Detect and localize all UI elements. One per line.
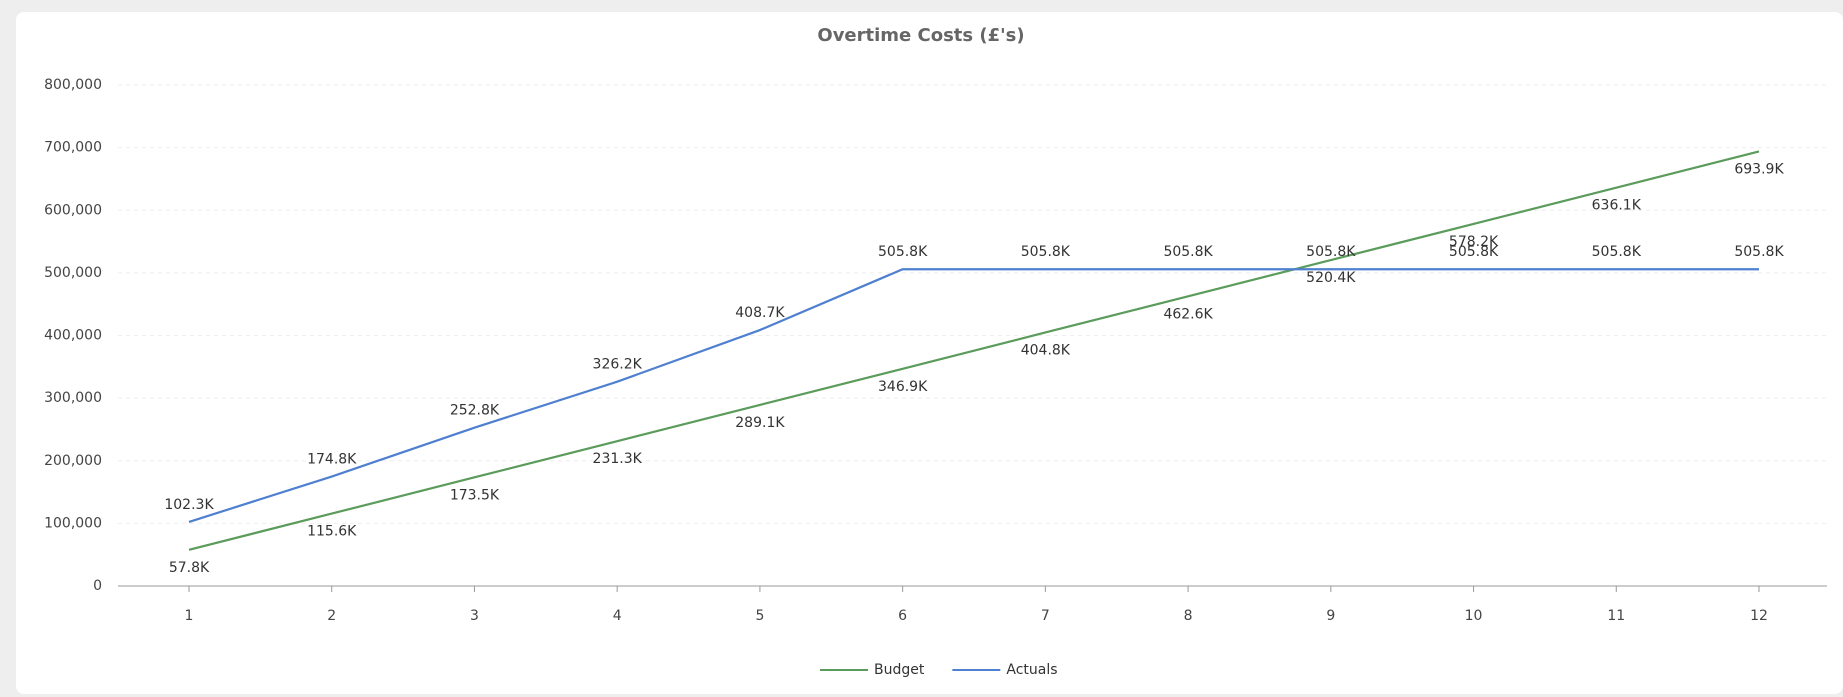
x-tick-label: 1: [185, 608, 194, 624]
data-label: 174.8K: [307, 452, 357, 468]
data-label: 231.3K: [593, 451, 643, 467]
y-tick-label: 200,000: [44, 453, 102, 469]
y-tick-label: 800,000: [44, 77, 102, 93]
y-tick-label: 100,000: [44, 515, 102, 531]
x-tick-label: 3: [470, 608, 479, 624]
series-line: [188, 268, 1759, 523]
legend-label: Actuals: [1006, 662, 1057, 678]
data-label: 173.5K: [450, 487, 500, 503]
x-tick-label: 9: [1326, 608, 1335, 624]
data-label: 505.8K: [1734, 244, 1784, 260]
chart-card: [16, 12, 1843, 694]
x-tick-label: 2: [327, 608, 336, 624]
x-tick-label: 6: [898, 608, 907, 624]
data-label: 505.8K: [1592, 244, 1642, 260]
data-label: 346.9K: [878, 379, 928, 395]
y-tick-label: 400,000: [44, 328, 102, 344]
data-label: 252.8K: [450, 403, 500, 419]
data-label: 505.8K: [1021, 244, 1071, 260]
data-label: 326.2K: [593, 357, 643, 373]
data-label: 505.8K: [1163, 244, 1213, 260]
data-label: 57.8K: [169, 560, 210, 576]
y-tick-label: 700,000: [44, 140, 102, 156]
data-label: 636.1K: [1592, 198, 1642, 214]
data-label: 578.2K: [1449, 234, 1499, 250]
data-label: 102.3K: [164, 497, 214, 513]
x-tick-label: 11: [1607, 608, 1625, 624]
data-label: 408.7K: [735, 305, 785, 321]
y-tick-label: 0: [93, 578, 102, 594]
x-tick-label: 5: [755, 608, 764, 624]
legend-label: Budget: [874, 662, 925, 678]
data-label: 115.6K: [307, 524, 357, 540]
data-label: 693.9K: [1734, 161, 1784, 177]
chart-title: Overtime Costs (£'s): [817, 25, 1024, 46]
series-line: [188, 150, 1760, 551]
data-label: 404.8K: [1021, 342, 1071, 358]
x-tick-label: 12: [1750, 608, 1768, 624]
x-tick-label: 4: [613, 608, 622, 624]
data-label: 505.8K: [1449, 244, 1499, 260]
data-label: 505.8K: [878, 244, 928, 260]
data-label: 289.1K: [735, 415, 785, 431]
x-tick-label: 7: [1041, 608, 1050, 624]
y-tick-label: 600,000: [44, 202, 102, 218]
y-tick-label: 500,000: [44, 265, 102, 281]
y-tick-label: 300,000: [44, 390, 102, 406]
data-label: 520.4K: [1306, 270, 1356, 286]
data-label: 462.6K: [1163, 306, 1213, 322]
x-tick-label: 8: [1184, 608, 1193, 624]
x-tick-label: 10: [1465, 608, 1483, 624]
data-label: 505.8K: [1306, 244, 1356, 260]
